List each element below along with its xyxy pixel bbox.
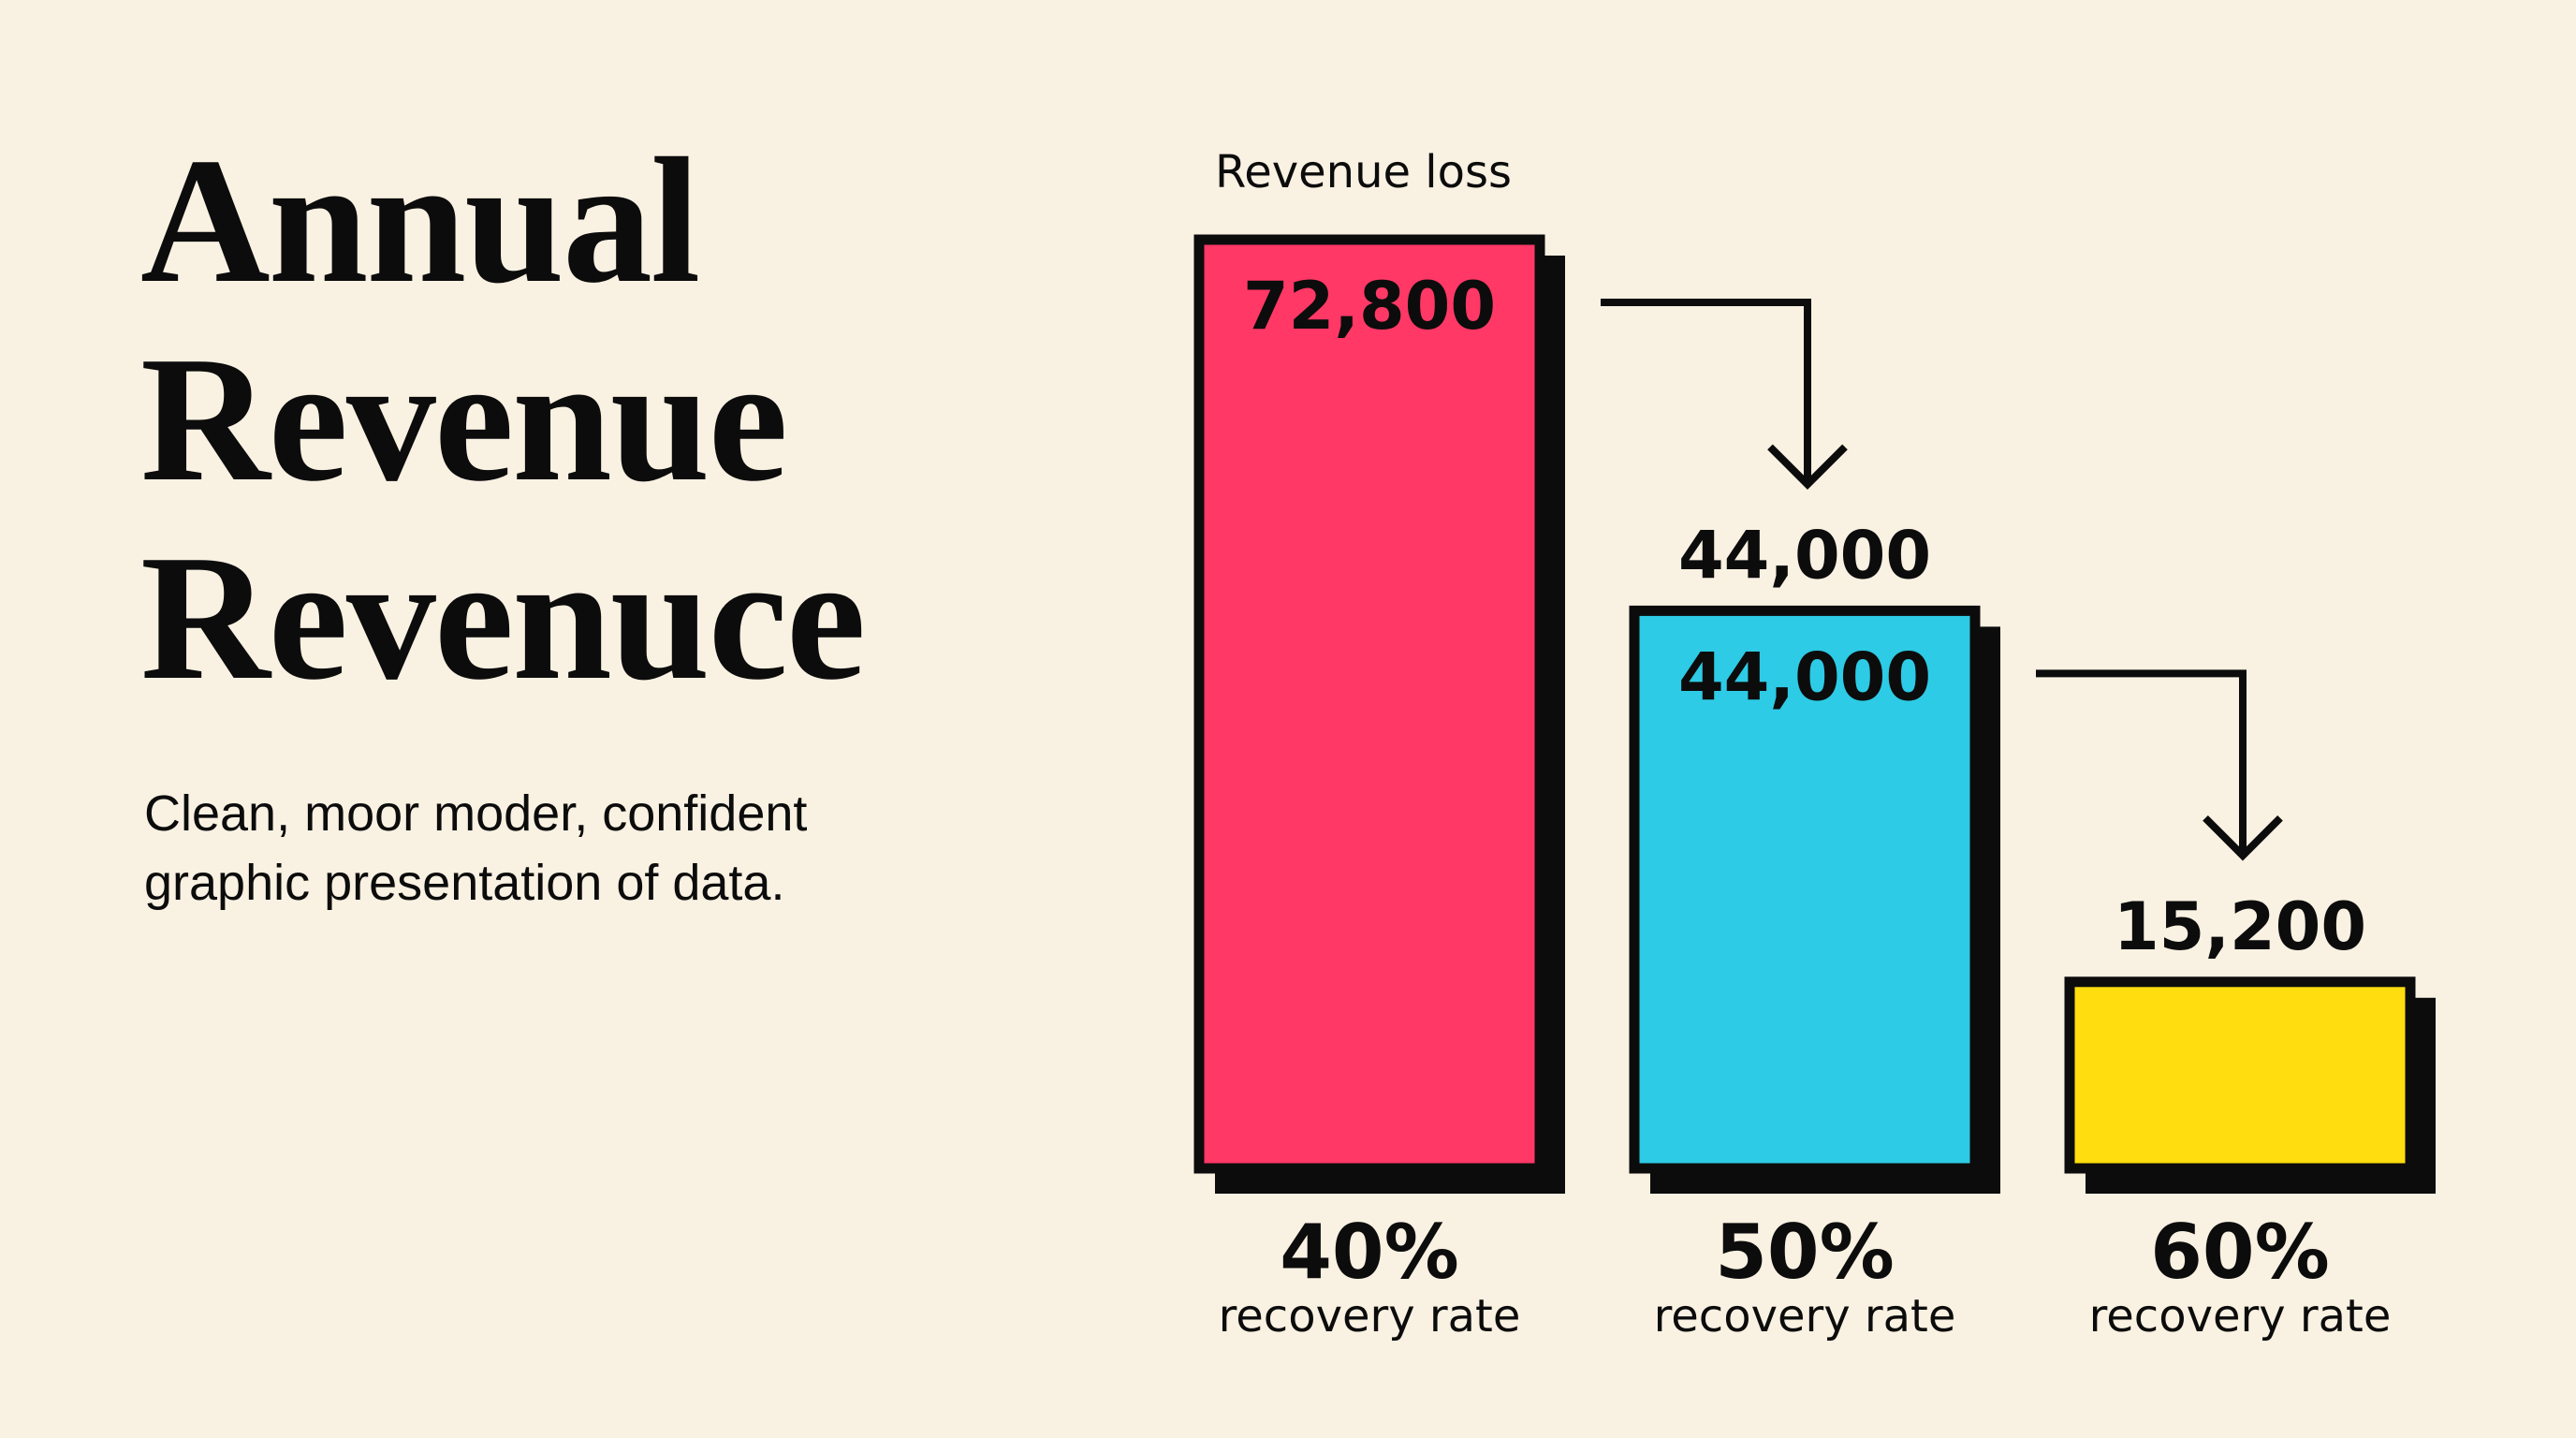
bar xyxy=(2064,976,2416,1174)
subtitle: Clean, moor moder, confident graphic pre… xyxy=(144,779,807,917)
title-line: Revenuce xyxy=(140,518,866,717)
title-line: Annual xyxy=(140,121,700,320)
chart-title: Revenue loss xyxy=(1215,146,1512,198)
arrow-connector xyxy=(1601,299,1811,485)
arrow-connector xyxy=(2036,669,2247,856)
value-label-above: 15,200 xyxy=(2114,888,2366,965)
page-title: Annual Revenue Revenuce xyxy=(140,121,866,717)
value-label-inside: 72,800 xyxy=(1243,268,1496,345)
category-label: 50% xyxy=(1715,1209,1894,1296)
category-sublabel: recovery rate xyxy=(2089,1290,2392,1343)
subtitle-line: Clean, moor moder, confident xyxy=(144,785,808,842)
arrow-head-icon xyxy=(1767,444,1848,491)
bar xyxy=(1629,605,1981,1174)
value-label-inside: 44,000 xyxy=(1678,638,1931,715)
bar xyxy=(1193,234,1545,1174)
category-label: 60% xyxy=(2150,1209,2329,1296)
category-sublabel: recovery rate xyxy=(1654,1290,1956,1343)
subtitle-line: graphic presentation of data. xyxy=(144,855,785,911)
value-label-above: 44,000 xyxy=(1678,517,1931,594)
title-line: Revenue xyxy=(140,319,788,519)
category-sublabel: recovery rate xyxy=(1219,1290,1521,1343)
category-label: 40% xyxy=(1280,1209,1458,1296)
arrow-head-icon xyxy=(2203,814,2283,861)
